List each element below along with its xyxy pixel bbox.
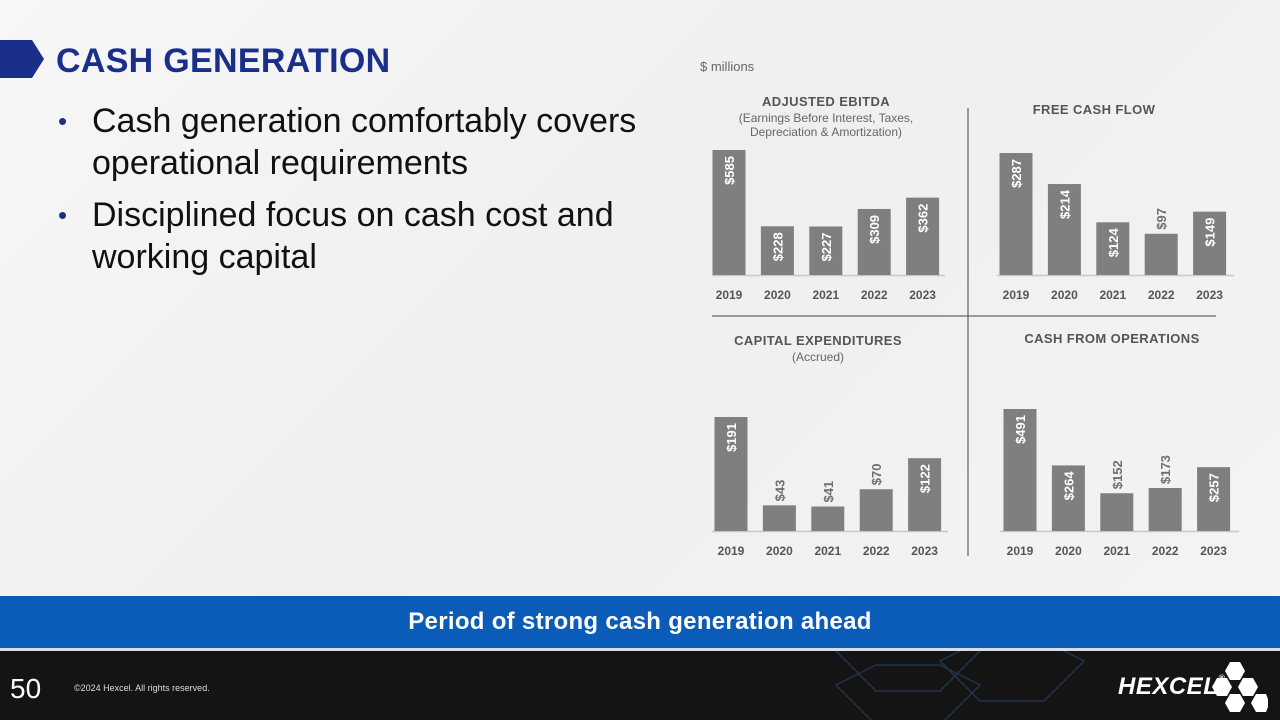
x-tick-label: 2020	[764, 288, 791, 302]
x-tick-label: 2022	[861, 288, 888, 302]
bar-value-label: $152	[1110, 460, 1125, 489]
chart-bar	[1144, 233, 1178, 275]
bar-value-label: $257	[1207, 473, 1222, 502]
bar-value-label: $227	[819, 232, 834, 261]
bar-value-label: $264	[1061, 471, 1076, 501]
chart-bar	[1047, 184, 1081, 275]
bar-value-label: $124	[1106, 228, 1121, 258]
bar-value-label: $149	[1203, 218, 1218, 247]
chart-bar	[1148, 488, 1182, 531]
bar-value-label: $214	[1057, 189, 1072, 219]
charts-area: ADJUSTED EBITDA (Earnings Before Interest…	[712, 94, 1239, 558]
page-number: 50	[10, 673, 42, 704]
chart-title: CASH FROM OPERATIONS	[1024, 331, 1199, 346]
bullet-list: • Cash generation comfortably covers oper…	[56, 100, 656, 288]
bar-value-label: $97	[1154, 208, 1169, 230]
chart-bar	[762, 505, 796, 531]
chart-bar	[859, 489, 893, 531]
bar-value-label: $173	[1158, 455, 1173, 484]
chart-bar	[908, 458, 942, 531]
bar-value-label: $191	[724, 423, 739, 452]
bullet-dot-icon: •	[58, 200, 68, 230]
banner-divider	[0, 648, 1280, 651]
x-tick-label: 2019	[716, 288, 743, 302]
bar-value-label: $491	[1013, 415, 1028, 444]
bar-value-label: $70	[869, 464, 884, 486]
x-tick-label: 2023	[909, 288, 936, 302]
x-tick-label: 2023	[1200, 544, 1227, 558]
x-tick-label: 2021	[1103, 544, 1130, 558]
chart-bar	[1100, 493, 1134, 531]
chart-bar	[712, 150, 746, 275]
x-tick-label: 2022	[1152, 544, 1179, 558]
bullet-text: Disciplined focus on cash cost and worki…	[92, 196, 614, 276]
x-tick-label: 2023	[1196, 288, 1223, 302]
title-arrow-icon	[0, 40, 44, 78]
chart-bar	[1096, 222, 1130, 275]
bar-value-label: $122	[918, 464, 933, 493]
chart-bar	[857, 208, 891, 275]
logo-text: HEXCEL	[1118, 673, 1219, 700]
bar-value-label: $362	[916, 204, 931, 233]
bar-value-label: $41	[821, 481, 836, 503]
x-tick-label: 2023	[911, 544, 938, 558]
chart-bar	[1003, 409, 1037, 531]
chart-bar	[760, 226, 794, 275]
takeaway-banner: Period of strong cash generation ahead	[0, 596, 1280, 648]
footer: 50 ©2024 Hexcel. All rights reserved. HE…	[0, 651, 1280, 720]
x-tick-label: 2021	[814, 544, 841, 558]
hexcel-logo: HEXCEL®	[1118, 673, 1226, 701]
x-tick-label: 2022	[1148, 288, 1175, 302]
chart-bar	[811, 506, 845, 531]
bullet-item: • Cash generation comfortably covers oper…	[56, 100, 656, 184]
chart-bar	[714, 417, 748, 531]
x-tick-label: 2020	[1051, 288, 1078, 302]
bar-value-label: $228	[770, 232, 785, 261]
bar-value-label: $585	[722, 156, 737, 185]
bullet-dot-icon: •	[58, 106, 68, 136]
chart-bar	[1051, 465, 1085, 531]
units-label: $ millions	[700, 59, 755, 74]
x-tick-label: 2022	[863, 544, 890, 558]
chart-subtitle: Depreciation & Amortization)	[750, 125, 902, 139]
chart-title: ADJUSTED EBITDA	[762, 94, 890, 109]
chart-bar	[1197, 467, 1231, 531]
bar-value-label: $43	[772, 480, 787, 502]
x-tick-label: 2020	[1055, 544, 1082, 558]
x-tick-label: 2021	[812, 288, 839, 302]
hexcel-logo-icon	[1212, 662, 1268, 712]
bar-value-label: $287	[1009, 159, 1024, 188]
page-title: CASH GENERATION	[56, 42, 391, 80]
chart-subtitle: (Earnings Before Interest, Taxes,	[739, 111, 914, 125]
x-tick-label: 2019	[1003, 288, 1030, 302]
bullet-text: Cash generation comfortably covers opera…	[92, 102, 637, 182]
x-tick-label: 2021	[1099, 288, 1126, 302]
chart-bar	[999, 153, 1033, 275]
x-tick-label: 2019	[718, 544, 745, 558]
copyright-text: ©2024 Hexcel. All rights reserved.	[74, 683, 210, 693]
chart-title: CAPITAL EXPENDITURES	[734, 333, 902, 348]
x-tick-label: 2019	[1007, 544, 1034, 558]
footer-pattern	[834, 651, 1086, 720]
chart-bar	[809, 226, 843, 275]
chart-subtitle: (Accrued)	[792, 350, 844, 364]
chart-title: FREE CASH FLOW	[1033, 102, 1156, 117]
bar-value-label: $309	[867, 215, 882, 244]
chart-bar	[906, 197, 940, 275]
bullet-item: • Disciplined focus on cash cost and work…	[56, 194, 656, 278]
x-tick-label: 2020	[766, 544, 793, 558]
chart-bar	[1193, 211, 1227, 275]
